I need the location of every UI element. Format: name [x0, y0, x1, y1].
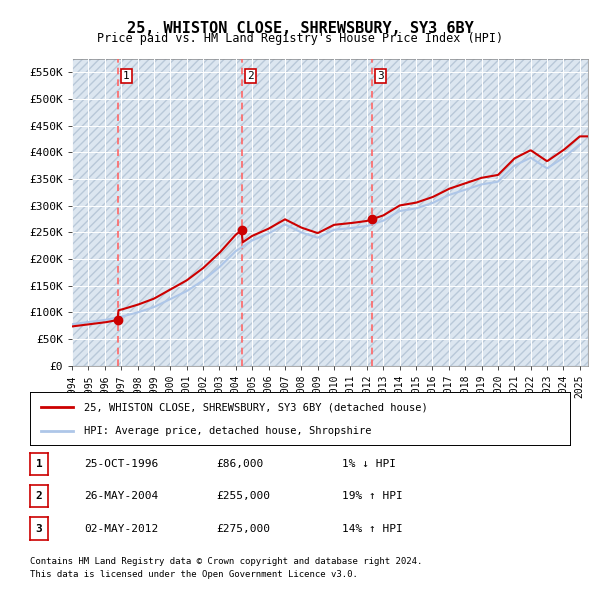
Text: 25-OCT-1996: 25-OCT-1996 — [84, 459, 158, 468]
Text: 2: 2 — [35, 491, 43, 501]
Text: 3: 3 — [377, 71, 384, 81]
Text: 19% ↑ HPI: 19% ↑ HPI — [342, 491, 403, 501]
Text: 1% ↓ HPI: 1% ↓ HPI — [342, 459, 396, 468]
Text: HPI: Average price, detached house, Shropshire: HPI: Average price, detached house, Shro… — [84, 425, 371, 435]
Bar — [72, 59, 588, 366]
Text: 3: 3 — [35, 524, 43, 533]
Text: 14% ↑ HPI: 14% ↑ HPI — [342, 524, 403, 533]
Text: Contains HM Land Registry data © Crown copyright and database right 2024.: Contains HM Land Registry data © Crown c… — [30, 558, 422, 566]
Text: 2: 2 — [247, 71, 254, 81]
Text: 1: 1 — [123, 71, 130, 81]
Text: 26-MAY-2004: 26-MAY-2004 — [84, 491, 158, 501]
Text: £86,000: £86,000 — [216, 459, 263, 468]
Text: 02-MAY-2012: 02-MAY-2012 — [84, 524, 158, 533]
Text: £275,000: £275,000 — [216, 524, 270, 533]
Text: This data is licensed under the Open Government Licence v3.0.: This data is licensed under the Open Gov… — [30, 571, 358, 579]
Text: Price paid vs. HM Land Registry's House Price Index (HPI): Price paid vs. HM Land Registry's House … — [97, 32, 503, 45]
Text: 1: 1 — [35, 459, 43, 468]
Text: 25, WHISTON CLOSE, SHREWSBURY, SY3 6BY: 25, WHISTON CLOSE, SHREWSBURY, SY3 6BY — [127, 21, 473, 35]
Bar — [72, 59, 588, 366]
Text: 25, WHISTON CLOSE, SHREWSBURY, SY3 6BY (detached house): 25, WHISTON CLOSE, SHREWSBURY, SY3 6BY (… — [84, 402, 428, 412]
Text: £255,000: £255,000 — [216, 491, 270, 501]
